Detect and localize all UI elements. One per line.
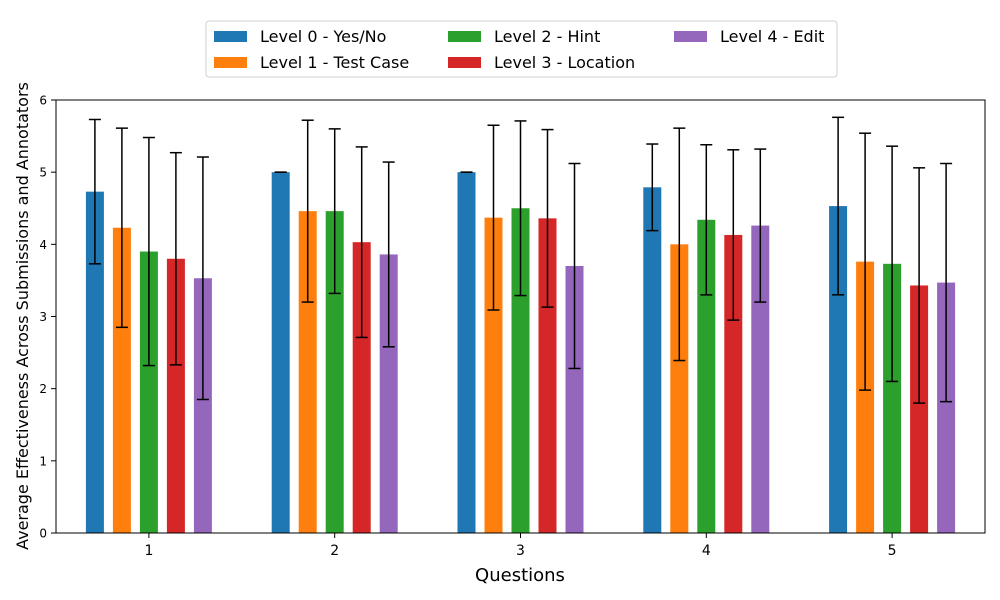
bar-q5-level1	[856, 261, 875, 533]
x-tick-label-1: 1	[144, 543, 153, 559]
legend-label-level2: Level 2 - Hint	[494, 27, 600, 46]
bar-q1-level0	[85, 191, 104, 533]
bar-q5-level2	[883, 263, 902, 533]
legend-label-level1: Level 1 - Test Case	[260, 53, 409, 72]
y-tick-label-6: 6	[39, 94, 47, 108]
bars-layer	[85, 116, 956, 534]
y-axis-label: Average Effectiveness Across Submissions…	[13, 82, 32, 550]
legend-label-level4: Level 4 - Edit	[720, 27, 824, 46]
legend-swatch-level3	[448, 57, 481, 68]
bar-q4-level0	[643, 187, 662, 534]
bar-q3-level1	[484, 217, 503, 534]
legend-swatch-level2	[448, 31, 481, 42]
bar-q5-level0	[829, 206, 848, 533]
bar-q3-level0	[457, 172, 476, 533]
bar-q4-level3	[724, 234, 743, 533]
y-tick-label-4: 4	[39, 238, 47, 252]
y-tick-label-2: 2	[39, 382, 47, 396]
bar-q2-level3	[352, 242, 371, 533]
legend-swatch-level0	[214, 31, 247, 42]
bar-q5-level3	[910, 285, 929, 533]
legend-swatch-level4	[674, 31, 707, 42]
ticks-layer: 1 2 3 4 5 0 1 2 3 4 5 6	[39, 94, 896, 560]
x-tick-label-3: 3	[516, 543, 525, 559]
y-tick-label-3: 3	[39, 310, 47, 324]
bar-q5-level4	[937, 282, 956, 533]
bar-q1-level4	[193, 278, 212, 533]
bar-q1-level3	[166, 258, 185, 533]
bar-q4-level1	[670, 244, 689, 534]
bar-q2-level0	[271, 172, 290, 533]
x-tick-label-5: 5	[888, 543, 897, 559]
bar-q1-level1	[112, 227, 131, 534]
bar-q2-level4	[379, 254, 398, 534]
legend-swatch-level1	[214, 57, 247, 68]
y-tick-label-5: 5	[39, 166, 47, 180]
y-tick-label-0: 0	[39, 527, 47, 541]
bar-q3-level2	[511, 208, 530, 533]
legend-label-level3: Level 3 - Location	[494, 53, 635, 72]
bar-q3-level4	[565, 265, 584, 533]
bar-q2-level2	[325, 211, 344, 534]
x-tick-label-4: 4	[702, 543, 711, 559]
bar-q1-level2	[139, 251, 158, 534]
bar-q2-level1	[298, 211, 317, 534]
bar-q3-level3	[538, 218, 557, 533]
y-tick-label-1: 1	[39, 454, 47, 468]
x-axis-label: Questions	[475, 565, 565, 586]
legend-label-level0: Level 0 - Yes/No	[260, 27, 386, 46]
x-tick-label-2: 2	[330, 543, 339, 559]
bar-q4-level2	[697, 219, 716, 533]
legend: Level 0 - Yes/No Level 1 - Test Case Level…	[205, 20, 838, 78]
